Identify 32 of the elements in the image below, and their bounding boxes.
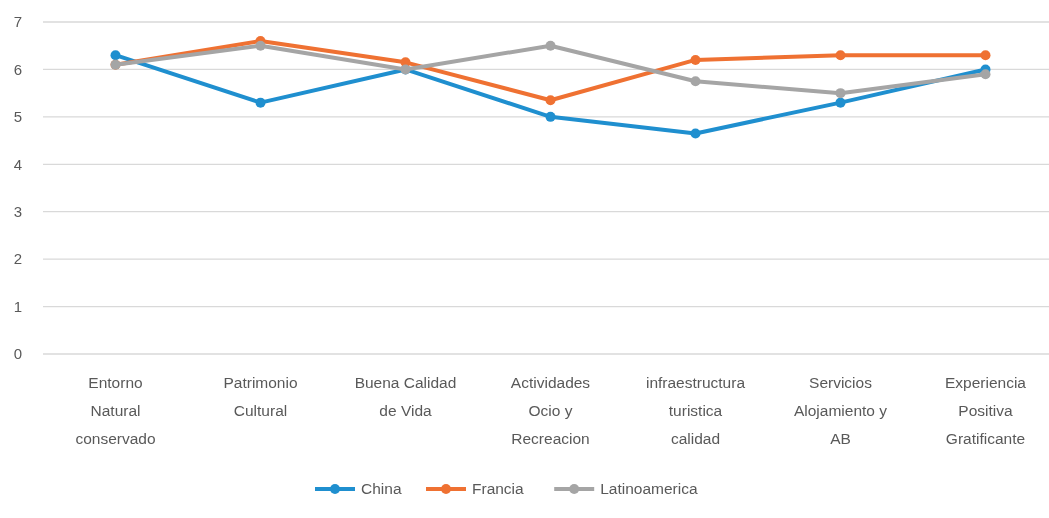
point [690,76,701,87]
y-tick-label: 7 [13,13,23,31]
point [690,128,701,139]
y-tick-label: 4 [13,155,23,173]
x-tick-label: Servicios Alojamiento y AB [793,374,888,447]
x-tick-label: Actividades Ocio y Recreacion [510,374,591,447]
legend-label: Francia [472,480,525,498]
point [980,69,991,80]
x-tick-label: Patrimonio Cultural [223,374,298,419]
legend-label: Latinoamerica [600,480,698,498]
x-tick-label: Experiencia Positiva Gratificante [945,374,1027,447]
y-tick-label: 1 [13,297,23,315]
point [255,40,266,51]
x-tick-label: infraestructura turistica calidad [645,374,746,447]
y-tick-label: 2 [13,250,23,268]
point [255,97,266,108]
y-tick-label: 0 [13,345,23,363]
x-tick-label: Entorno Natural conservado [75,374,156,447]
x-tick-label: Buena Calidad de Vida [354,374,457,419]
point [545,40,556,51]
legend-label: China [361,480,402,498]
point [110,50,121,61]
point [835,50,846,61]
y-tick-label: 3 [13,202,23,220]
y-tick-label: 6 [13,60,23,78]
point [835,88,846,99]
point [835,97,846,108]
point [545,111,556,122]
point [545,95,556,106]
point [690,54,701,65]
point [980,50,991,61]
y-tick-label: 5 [13,108,23,126]
